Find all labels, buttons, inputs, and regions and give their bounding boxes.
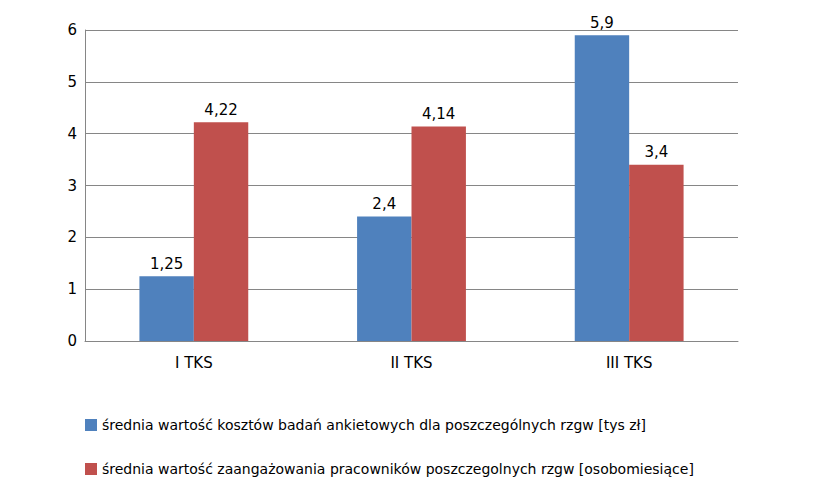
- svg-text:3,4: 3,4: [644, 143, 668, 161]
- svg-text:0: 0: [67, 332, 77, 350]
- svg-text:2: 2: [67, 228, 77, 246]
- svg-text:5: 5: [67, 73, 77, 91]
- svg-text:4,14: 4,14: [422, 105, 455, 123]
- svg-text:1: 1: [67, 280, 77, 298]
- svg-text:I TKS: I TKS: [175, 354, 213, 372]
- svg-text:III TKS: III TKS: [606, 354, 653, 372]
- svg-text:4,22: 4,22: [204, 101, 237, 119]
- svg-text:3: 3: [67, 177, 77, 195]
- svg-text:2,4: 2,4: [372, 195, 396, 213]
- svg-text:II TKS: II TKS: [390, 354, 432, 372]
- svg-text:6: 6: [67, 21, 77, 39]
- svg-text:5,9: 5,9: [590, 14, 614, 32]
- svg-text:średnia wartość zaangażowania: średnia wartość zaangażowania pracownikó…: [102, 461, 694, 477]
- svg-text:średnia wartość kosztów badań: średnia wartość kosztów badań ankietowyc…: [102, 417, 646, 433]
- svg-text:1,25: 1,25: [150, 255, 183, 273]
- svg-text:4: 4: [67, 125, 77, 143]
